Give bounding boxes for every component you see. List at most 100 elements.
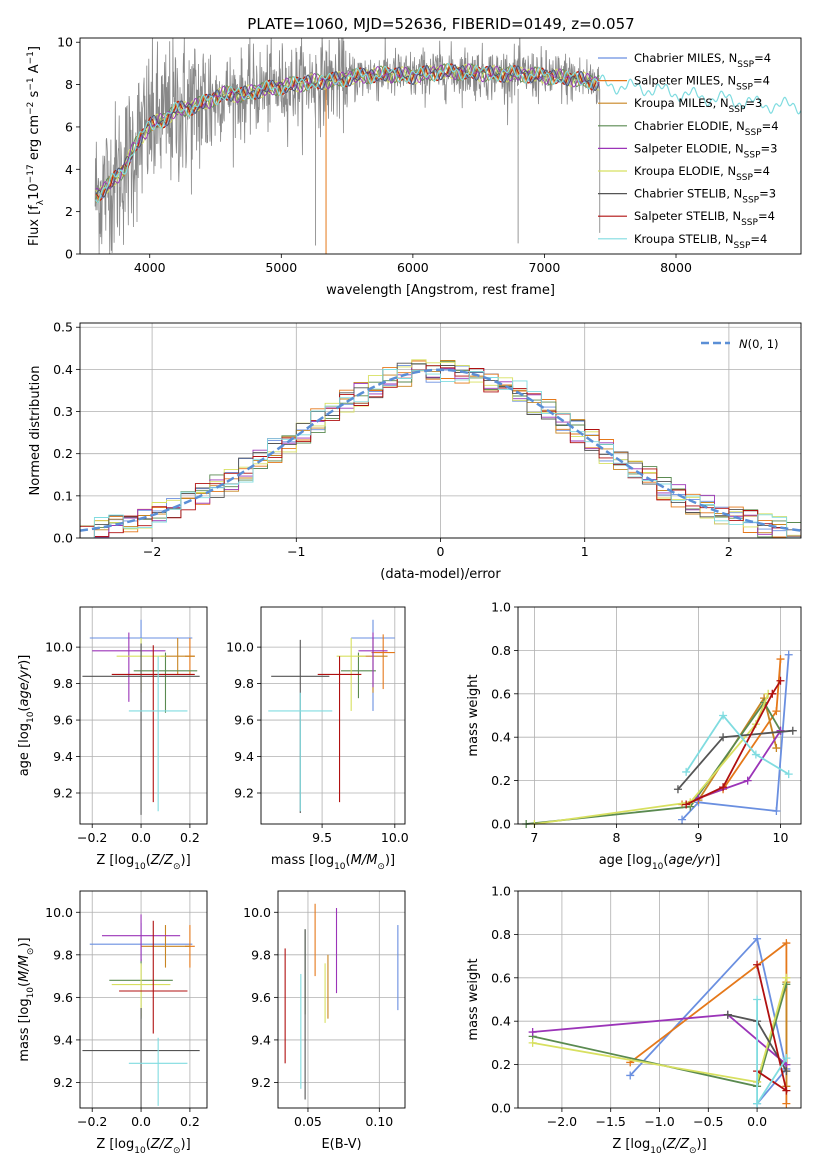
- weight-marker: [753, 934, 762, 943]
- x-tick-label: 8000: [660, 260, 692, 275]
- x-axis-label: Z [log10(Z/Z⊙)]: [612, 1137, 706, 1156]
- x-axis-label: E(B-V): [321, 1137, 361, 1152]
- x-tick-label: −1.0: [644, 1114, 674, 1129]
- y-tick-label: 9.4: [53, 1032, 73, 1047]
- weight-line-0: [629, 936, 788, 1105]
- legend: Chabrier MILES, NSSP=4 Salpeter MILES, NS…: [598, 51, 779, 251]
- y-axis-label: mass [log10(M/M⊙)]: [17, 937, 36, 1061]
- y-axis-label: Normed distribution: [28, 366, 43, 496]
- x-axis-label: age [log10(age/yr)]: [599, 853, 721, 872]
- x-tick-label: −0.2: [77, 830, 107, 845]
- figure-title: PLATE=1060, MJD=52636, FIBERID=0149, z=0…: [247, 15, 634, 33]
- y-tick-label: 10.0: [226, 640, 254, 655]
- weight-marker: [772, 707, 781, 716]
- normal-curve: [80, 368, 801, 532]
- model-spectrum-4: [95, 63, 600, 191]
- weight-marker: [782, 1099, 791, 1108]
- y-axis-label: mass weight: [466, 674, 481, 756]
- plot-area-age_vs_mass: [268, 619, 395, 814]
- model-spectrum-8: [95, 62, 801, 204]
- y-tick-label: 9.4: [53, 749, 73, 764]
- weight-line-5: [534, 693, 770, 825]
- y-tick-label: 0.4: [491, 730, 511, 745]
- weight-marker: [782, 1086, 791, 1095]
- panel-age_vs_mass: 9.5 10.0 9.2 9.4 9.6 9.8 10.0 mass [log10(M/M⊙)…: [226, 606, 409, 872]
- y-tick-label: 9.6: [53, 713, 73, 728]
- x-tick-label: −0.5: [693, 1114, 723, 1129]
- axes-frame: [517, 606, 802, 825]
- x-tick-label: 0.0: [131, 830, 151, 845]
- weight-line-8: [685, 713, 790, 775]
- legend-label: Kroupa MILES, NSSP=3: [634, 96, 762, 115]
- weight-marker: [776, 726, 785, 735]
- y-tick-label: 9.8: [251, 947, 271, 962]
- y-tick-label: 9.6: [53, 990, 73, 1005]
- x-tick-label: 0.2: [180, 830, 200, 845]
- y-tick-label: 10: [57, 35, 73, 50]
- plot-area-residuals: [80, 359, 801, 538]
- x-tick-label: 7: [530, 830, 538, 845]
- x-tick-label: 8: [612, 830, 620, 845]
- x-axis-label: mass [log10(M/M⊙)]: [271, 853, 395, 872]
- plot-area-weight_vs_age: [522, 650, 797, 828]
- y-tick-label: 8: [65, 77, 73, 92]
- y-tick-label: 0.2: [491, 1057, 511, 1072]
- y-tick-label: 9.8: [53, 947, 73, 962]
- axes-frame: [79, 322, 802, 539]
- plot-area-mass_vs_ebv: [284, 903, 399, 1100]
- x-axis-label: Z [log10(Z/Z⊙)]: [96, 853, 190, 872]
- y-tick-label: 0.0: [53, 531, 73, 546]
- weight-marker: [753, 1099, 762, 1108]
- y-tick-label: 9.8: [53, 676, 73, 691]
- weight-marker: [753, 995, 762, 1004]
- weight-marker: [719, 711, 728, 720]
- y-tick-label: 9.6: [234, 713, 254, 728]
- panel-age_vs_Z: −0.2 0.0 0.2 9.2 9.4 9.6 9.8 10.0 Z [log10(Z/Z⊙)…: [17, 606, 208, 872]
- weight-marker: [682, 800, 691, 809]
- x-tick-label: 4000: [134, 260, 166, 275]
- y-tick-label: 6: [65, 119, 73, 134]
- legend-label: Chabrier MILES, NSSP=4: [634, 51, 771, 70]
- x-tick-label: 0.0: [747, 1114, 767, 1129]
- weight-marker: [719, 733, 728, 742]
- y-tick-label: 10.0: [45, 905, 73, 920]
- y-tick-label: 1.0: [491, 600, 511, 615]
- y-tick-label: 0.2: [491, 773, 511, 788]
- weight-marker: [788, 726, 797, 735]
- weight-marker: [528, 1028, 537, 1037]
- y-tick-label: 10.0: [243, 905, 271, 920]
- y-tick-label: 9.2: [251, 1075, 271, 1090]
- x-axis-label: (data-model)/error: [380, 567, 501, 582]
- y-tick-label: 9.2: [53, 1075, 73, 1090]
- x-tick-label: −1.5: [596, 1114, 626, 1129]
- y-tick-label: 0.1: [53, 488, 73, 503]
- x-tick-label: 0.05: [294, 1114, 322, 1129]
- plot-area-age_vs_Z: [82, 619, 200, 815]
- weight-marker: [776, 676, 785, 685]
- x-tick-label: 6000: [397, 260, 429, 275]
- panel-spectrum: 4000 5000 6000 7000 8000 0 2 4 6 8 10 wavelength [A…: [26, 35, 802, 298]
- x-tick-label: 9: [694, 830, 702, 845]
- y-tick-label: 2: [65, 204, 73, 219]
- y-tick-label: 9.2: [53, 786, 73, 801]
- y-axis-label: age [log10(age/yr)]: [17, 655, 36, 777]
- x-tick-label: 0: [437, 544, 445, 559]
- weight-marker: [682, 767, 691, 776]
- weight-line-0: [681, 654, 790, 821]
- weight-marker: [776, 655, 785, 664]
- legend-label: Salpeter STELIB, NSSP=4: [634, 209, 775, 228]
- y-tick-label: 10.0: [45, 640, 73, 655]
- observed-spectrum: [94, 38, 600, 254]
- x-tick-label: 0.10: [365, 1114, 393, 1129]
- x-tick-label: 10.0: [381, 830, 409, 845]
- weight-marker: [753, 960, 762, 969]
- weight-marker: [719, 783, 728, 792]
- legend-label: Salpeter ELODIE, NSSP=3: [634, 141, 777, 160]
- weight-marker: [678, 815, 687, 824]
- weight-marker: [782, 939, 791, 948]
- x-tick-label: −2: [143, 544, 161, 559]
- weight-marker: [743, 776, 752, 785]
- y-tick-label: 0.6: [491, 686, 511, 701]
- weight-marker: [626, 1071, 635, 1080]
- y-tick-label: 0.5: [53, 320, 73, 335]
